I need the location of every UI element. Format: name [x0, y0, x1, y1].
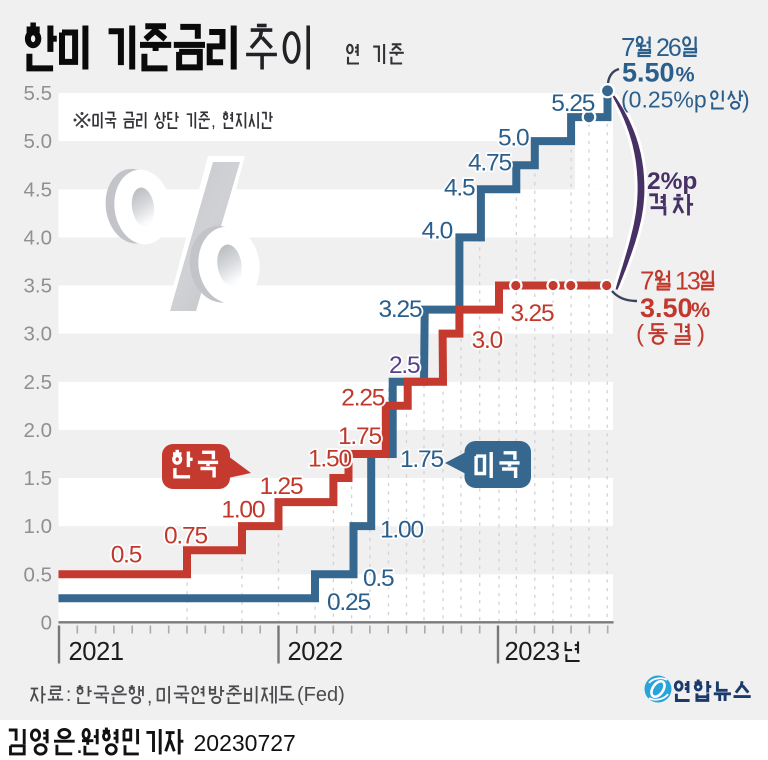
svg-text:%: % — [691, 298, 710, 322]
svg-text:%: % — [676, 63, 695, 87]
svg-text:1.50: 1.50 — [308, 446, 351, 473]
svg-text:4.0: 4.0 — [422, 217, 453, 244]
svg-text:4.5: 4.5 — [24, 178, 53, 201]
svg-text:1.5: 1.5 — [24, 467, 53, 490]
svg-text:7: 7 — [640, 266, 654, 296]
svg-text:,: , — [211, 112, 216, 131]
svg-text:1.25: 1.25 — [260, 473, 303, 500]
svg-text:4.75: 4.75 — [468, 150, 511, 177]
svg-text:2023: 2023 — [505, 638, 560, 666]
svg-text:0: 0 — [41, 611, 52, 634]
svg-text:1.0: 1.0 — [24, 515, 53, 538]
svg-text:0.5: 0.5 — [24, 563, 53, 586]
svg-text:5.0: 5.0 — [24, 130, 53, 153]
svg-text:1.75: 1.75 — [338, 423, 381, 450]
svg-text:0.5: 0.5 — [363, 565, 394, 592]
svg-text:1.00: 1.00 — [380, 517, 423, 544]
svg-text:,: , — [147, 687, 152, 708]
svg-text:2.25: 2.25 — [341, 384, 384, 411]
svg-text:(0.25%p: (0.25%p — [621, 87, 707, 113]
svg-text:2022: 2022 — [288, 638, 343, 666]
svg-text:): ) — [697, 321, 705, 348]
svg-text:): ) — [742, 87, 750, 113]
svg-text:3.0: 3.0 — [24, 323, 53, 346]
svg-text:(Fed): (Fed) — [297, 684, 345, 706]
svg-text:0.25: 0.25 — [327, 589, 370, 616]
svg-text:3.25: 3.25 — [511, 300, 554, 327]
svg-text:(: ( — [636, 321, 644, 348]
svg-text:3.50: 3.50 — [640, 293, 693, 323]
svg-text:1.00: 1.00 — [221, 496, 264, 523]
svg-text:3.5: 3.5 — [24, 275, 53, 298]
svg-text:5.25: 5.25 — [551, 90, 594, 117]
svg-text:4.0: 4.0 — [24, 226, 53, 249]
svg-text:0.5: 0.5 — [111, 542, 142, 569]
svg-text::: : — [66, 685, 71, 706]
svg-text:5.50: 5.50 — [622, 58, 675, 88]
svg-text:4.5: 4.5 — [444, 175, 475, 202]
svg-text:2.5: 2.5 — [24, 371, 53, 394]
svg-text:26: 26 — [656, 34, 681, 62]
svg-text:5.0: 5.0 — [498, 125, 529, 152]
svg-text:7: 7 — [621, 32, 635, 62]
svg-text:0.75: 0.75 — [164, 523, 207, 550]
svg-text:.: . — [76, 731, 83, 759]
svg-text:2%p: 2%p — [647, 168, 697, 195]
svg-text:2.0: 2.0 — [24, 419, 53, 442]
svg-text:3.0: 3.0 — [472, 327, 503, 354]
svg-text:3.25: 3.25 — [379, 296, 422, 323]
svg-text:20230727: 20230727 — [194, 730, 296, 756]
svg-text:1.75: 1.75 — [400, 446, 443, 473]
svg-text:2021: 2021 — [69, 638, 124, 666]
svg-text:13: 13 — [675, 268, 700, 296]
svg-text:2.5: 2.5 — [389, 352, 420, 379]
svg-text:5.5: 5.5 — [24, 82, 53, 105]
